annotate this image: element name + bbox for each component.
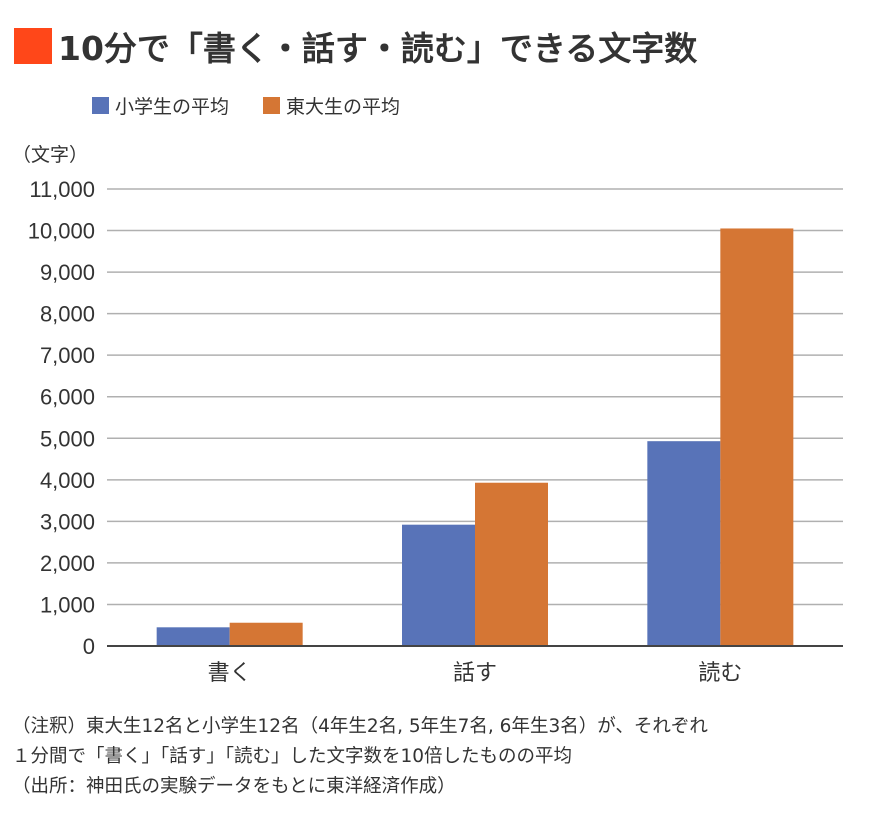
bar-1-1	[475, 482, 548, 646]
x-tick-label: 書く	[208, 661, 252, 686]
legend-swatch	[92, 97, 109, 114]
y-tick-label: 7,000	[40, 343, 95, 368]
legend-item-0: 小学生の平均	[92, 92, 229, 119]
y-tick-label: 0	[83, 634, 95, 659]
y-tick-label: 4,000	[40, 468, 95, 493]
bar-0-0	[156, 627, 230, 646]
y-tick-label: 10,000	[28, 219, 95, 244]
note-line: （出所：神田氏の実験データをもとに東洋経済作成）	[12, 776, 456, 797]
note-line: （注釈）東大生12名と小学生12名（4年生2名, 5年生7名, 6年生3名）が、…	[12, 716, 708, 737]
bar-1-0	[229, 622, 303, 646]
legend: 小学生の平均 東大生の平均	[92, 92, 434, 119]
x-tick-label: 読む	[698, 661, 742, 686]
note-line: １分間で「書く」「話す」「読む」した文字数を10倍したものの平均	[12, 746, 573, 767]
y-tick-label: 1,000	[40, 592, 95, 617]
x-tick-label: 話す	[453, 661, 497, 686]
y-tick-label: 9,000	[40, 260, 95, 285]
y-tick-label: 2,000	[40, 551, 95, 576]
title-text: 10分で「書く・話す・読む」できる文字数	[58, 29, 698, 68]
notes: （注釈）東大生12名と小学生12名（4年生2名, 5年生7名, 6年生3名）が、…	[12, 712, 708, 802]
y-tick-label: 5,000	[40, 426, 95, 451]
legend-label: 東大生の平均	[286, 96, 401, 118]
title-marker	[14, 28, 52, 64]
legend-label: 小学生の平均	[115, 96, 230, 118]
bar-1-2	[720, 228, 794, 646]
legend-item-1: 東大生の平均	[263, 92, 400, 119]
y-tick-label: 6,000	[40, 385, 95, 410]
bar-0-2	[647, 441, 721, 646]
y-tick-label: 11,000	[29, 177, 95, 202]
y-tick-label: 3,000	[40, 509, 95, 534]
y-tick-label: 8,000	[40, 302, 95, 327]
y-axis-label: （文字）	[12, 144, 89, 166]
legend-swatch	[263, 97, 281, 114]
bar-0-1	[402, 524, 475, 646]
chart-title: 10分で「書く・話す・読む」できる文字数	[14, 22, 697, 70]
